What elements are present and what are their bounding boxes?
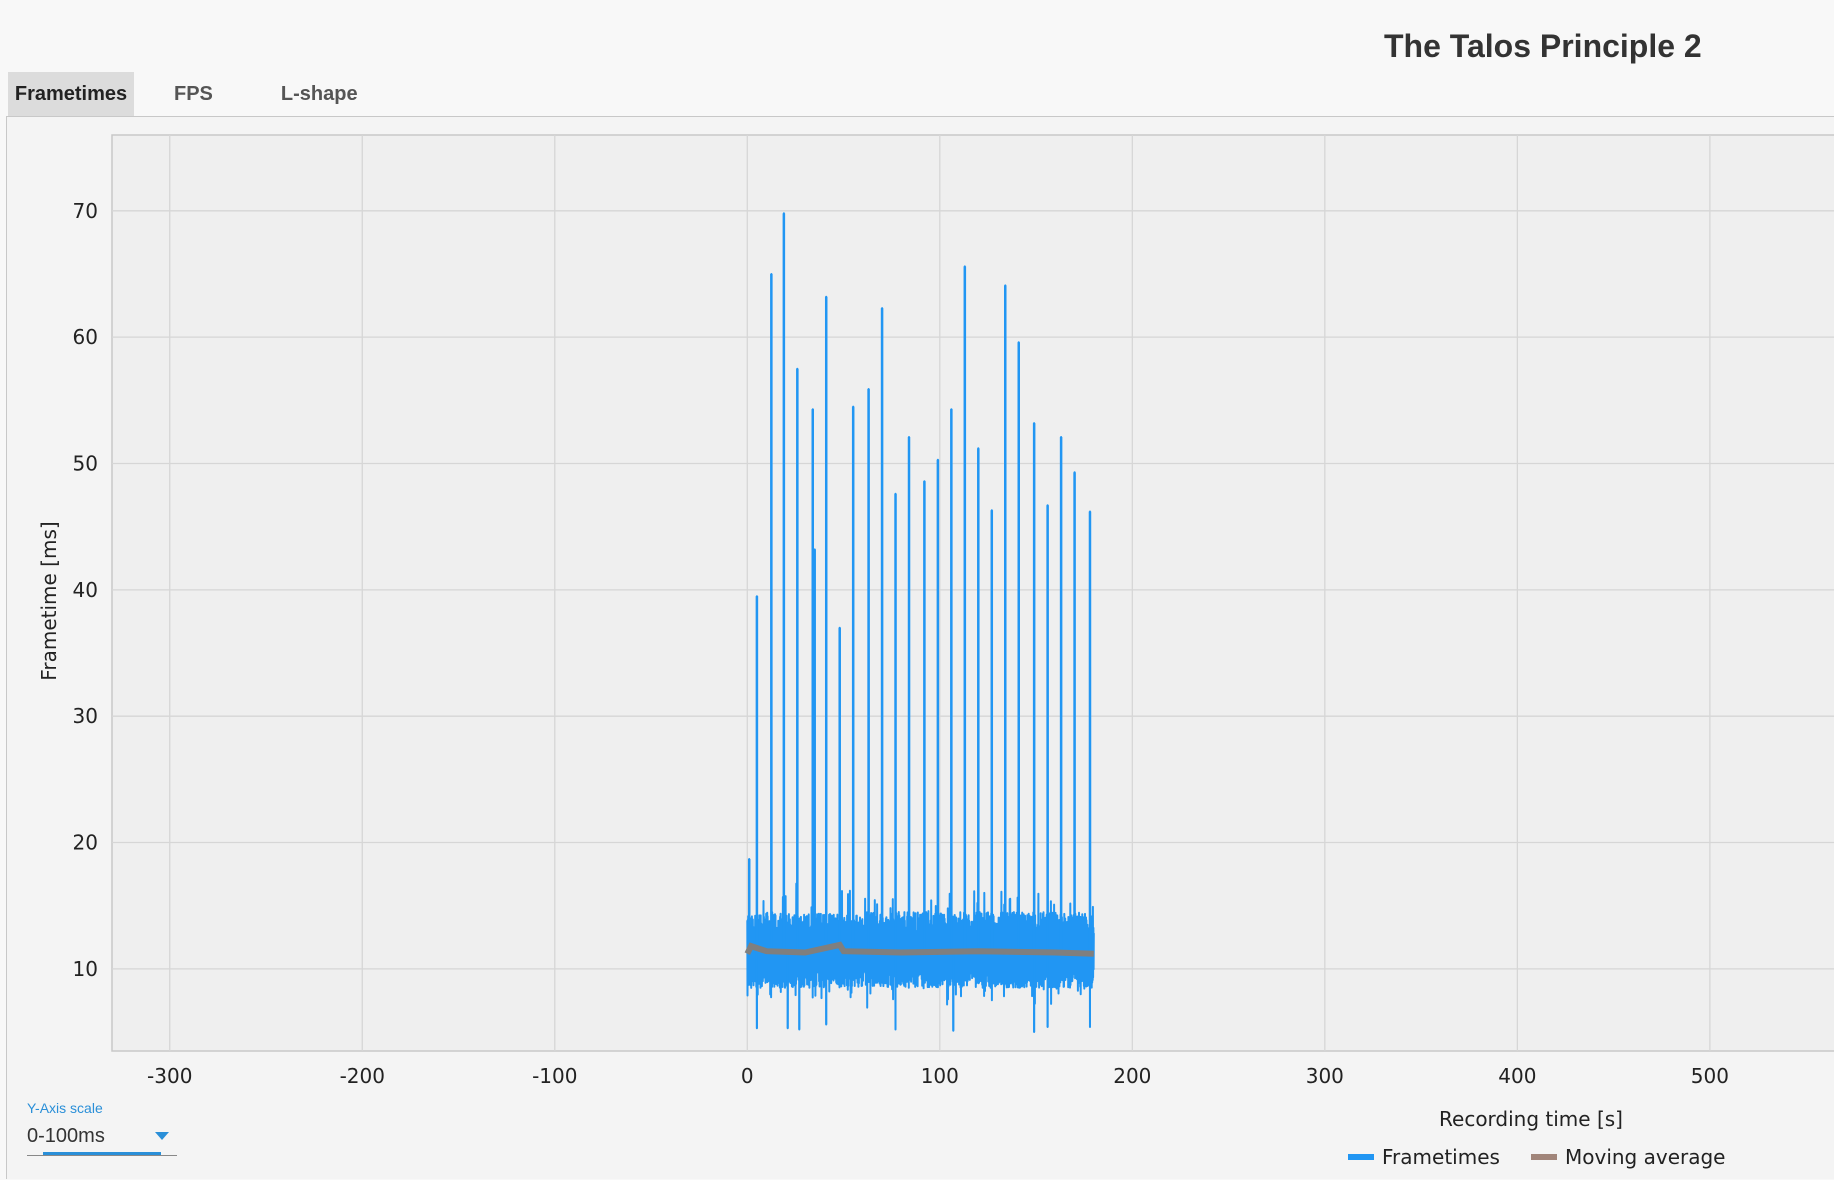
x-tick-label: 0 bbox=[741, 1064, 754, 1088]
y-tick-label: 60 bbox=[73, 325, 98, 349]
x-tick-label: -100 bbox=[532, 1064, 577, 1088]
y-tick-label: 70 bbox=[73, 199, 98, 223]
y-tick-label: 10 bbox=[73, 957, 98, 981]
x-tick-label: 300 bbox=[1306, 1064, 1344, 1088]
y-tick-label: 40 bbox=[73, 578, 98, 602]
y-axis-title: Frametime [ms] bbox=[37, 521, 61, 680]
legend-label-moving-average: Moving average bbox=[1565, 1145, 1726, 1169]
plot-area bbox=[111, 134, 1834, 1052]
x-tick-label: 100 bbox=[921, 1064, 959, 1088]
tab-frametimes[interactable]: Frametimes bbox=[8, 72, 134, 116]
y-axis-scale-label: Y-Axis scale bbox=[27, 1100, 103, 1116]
legend-swatch-moving-average bbox=[1531, 1154, 1557, 1160]
x-tick-label: -300 bbox=[147, 1064, 192, 1088]
x-tick-label: 200 bbox=[1113, 1064, 1151, 1088]
legend-label-frametimes: Frametimes bbox=[1382, 1145, 1500, 1169]
chart-legend: Frametimes Moving average bbox=[1348, 1145, 1726, 1169]
frametime-chart: -300 -200 -100 0 100 200 300 400 500 10 20 30 40 50 60… bbox=[37, 134, 1834, 1169]
x-tick-label: 500 bbox=[1691, 1064, 1729, 1088]
y-axis-scale-control: Y-Axis scale 0-100ms bbox=[27, 1100, 177, 1156]
frametimes-series-line bbox=[746, 212, 1095, 1033]
moving-average-series-line bbox=[744, 941, 1094, 957]
y-axis-scale-value: 0-100ms bbox=[27, 1125, 105, 1147]
legend-swatch-frametimes bbox=[1348, 1154, 1374, 1160]
dropdown-underline-active bbox=[43, 1152, 161, 1155]
y-tick-label: 20 bbox=[73, 831, 98, 855]
dropdown-underline bbox=[27, 1155, 177, 1156]
page-title: The Talos Principle 2 bbox=[1384, 28, 1702, 64]
y-tick-label: 50 bbox=[73, 451, 98, 475]
x-tick-label: 400 bbox=[1498, 1064, 1536, 1088]
x-tick-label: -200 bbox=[340, 1064, 385, 1088]
tab-l-shape[interactable]: L-shape bbox=[280, 83, 358, 105]
tab-bar: Frametimes FPS L-shape bbox=[8, 72, 358, 116]
y-tick-label: 30 bbox=[73, 704, 98, 728]
chevron-down-icon[interactable] bbox=[155, 1132, 169, 1140]
y-axis-scale-dropdown[interactable]: 0-100ms bbox=[27, 1122, 177, 1156]
x-axis-title: Recording time [s] bbox=[1439, 1107, 1623, 1131]
chart-panel: -300 -200 -100 0 100 200 300 400 500 10 20 30 40 50 60… bbox=[6, 116, 1834, 1179]
tab-fps[interactable]: FPS bbox=[174, 83, 213, 105]
